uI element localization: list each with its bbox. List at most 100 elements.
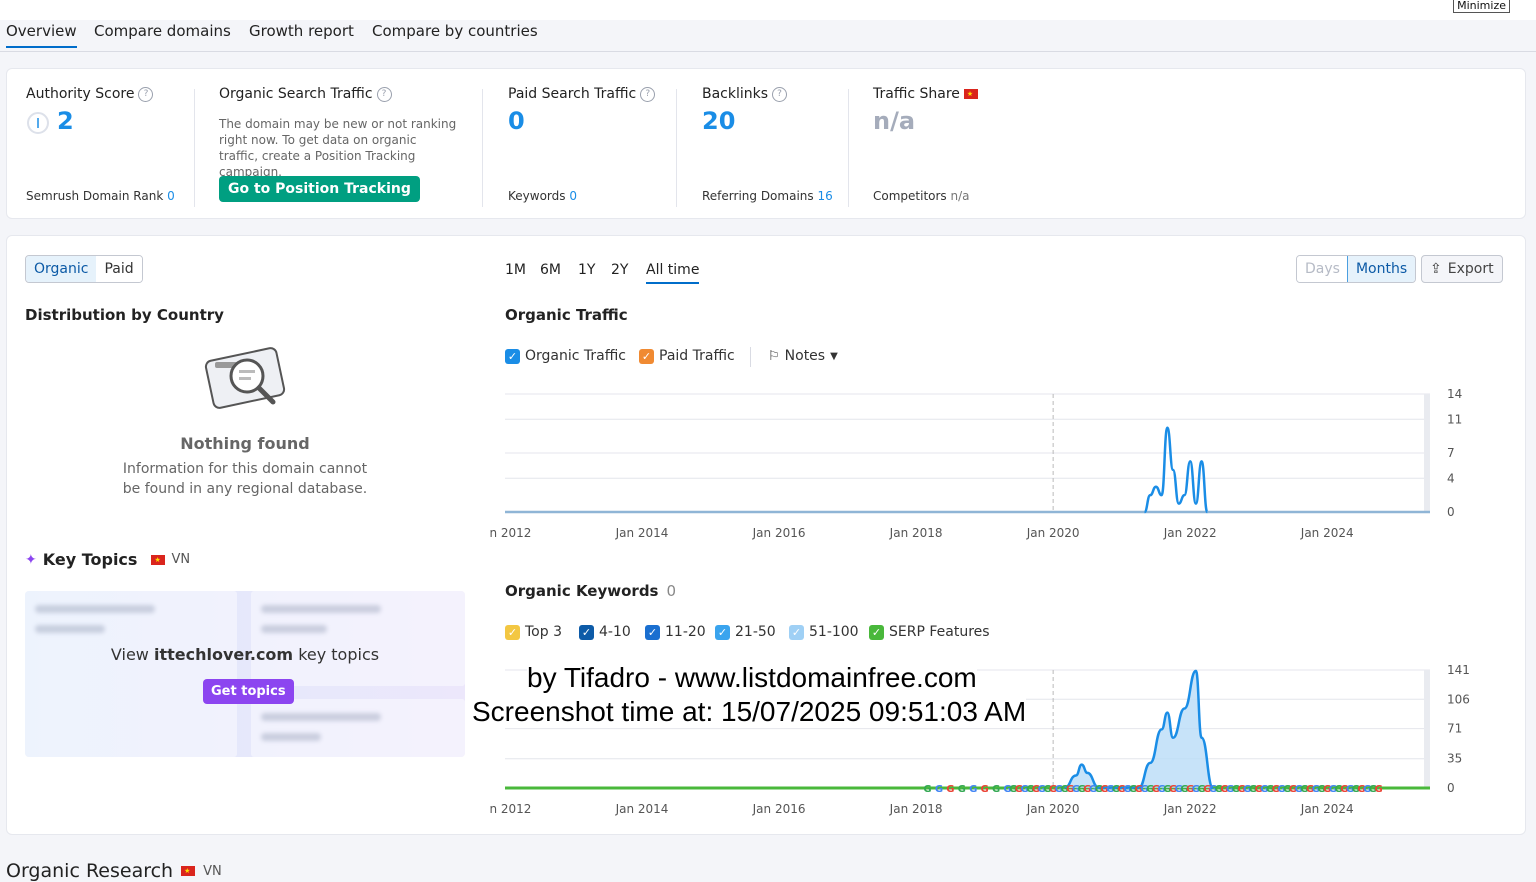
tab-compare-by-countries[interactable]: Compare by countries [372, 22, 538, 40]
serp-feature-marker[interactable]: G [1180, 784, 1188, 795]
serp-feature-marker[interactable]: G [1009, 784, 1017, 795]
serp-feature-marker[interactable]: G [1095, 784, 1103, 795]
toggle-paid[interactable]: Paid [96, 256, 142, 282]
serp-feature-marker[interactable]: G [1072, 784, 1080, 795]
serp-feature-marker[interactable]: G [1306, 784, 1314, 795]
serp-feature-marker[interactable]: G [992, 784, 1000, 795]
legend-organic-traffic[interactable]: ✓ Organic Traffic [505, 348, 626, 364]
serp-feature-marker[interactable]: G [1135, 784, 1143, 795]
serp-feature-marker[interactable]: G [1352, 784, 1360, 795]
serp-feature-marker[interactable]: G [1289, 784, 1297, 795]
serp-feature-marker[interactable]: G [1363, 784, 1371, 795]
serp-feature-marker[interactable]: G [1197, 784, 1205, 795]
serp-feature-marker[interactable]: G [1100, 784, 1108, 795]
serp-feature-marker[interactable]: G [1043, 784, 1051, 795]
serp-feature-marker[interactable]: G [1340, 784, 1348, 795]
serp-feature-marker[interactable]: G [958, 784, 966, 795]
serp-feature-marker[interactable]: G [923, 784, 931, 795]
go-to-position-tracking-button[interactable]: Go to Position Tracking [219, 176, 420, 202]
tab-compare-domains[interactable]: Compare domains [94, 22, 231, 40]
serp-feature-marker[interactable]: G [1317, 784, 1325, 795]
info-icon[interactable]: ? [772, 86, 788, 102]
notes-dropdown[interactable]: ⚐ Notes ▼ [768, 348, 838, 364]
semrush-rank-value[interactable]: 0 [167, 189, 175, 203]
toggle-organic[interactable]: Organic [25, 256, 98, 282]
legend-51-100[interactable]: ✓ 51-100 [789, 624, 859, 640]
serp-feature-marker[interactable]: G [1237, 784, 1245, 795]
period-1m[interactable]: 1M [505, 262, 526, 278]
serp-feature-marker[interactable]: G [1312, 784, 1320, 795]
paid-traffic-value[interactable]: 0 [508, 107, 525, 135]
serp-feature-marker[interactable]: G [1323, 784, 1331, 795]
serp-feature-marker[interactable]: G [1066, 784, 1074, 795]
serp-feature-marker[interactable]: G [1369, 784, 1377, 795]
serp-feature-marker[interactable]: G [1295, 784, 1303, 795]
serp-feature-marker[interactable]: G [1300, 784, 1308, 795]
serp-feature-marker[interactable]: G [1283, 784, 1291, 795]
serp-feature-marker[interactable]: G [946, 784, 954, 795]
minimize-button[interactable]: Minimize [1453, 0, 1510, 13]
legend-11-20[interactable]: ✓ 11-20 [645, 624, 706, 640]
legend-top3[interactable]: ✓ Top 3 [505, 624, 562, 640]
serp-feature-marker[interactable]: G [1032, 784, 1040, 795]
serp-feature-marker[interactable]: G [1277, 784, 1285, 795]
serp-feature-marker[interactable]: G [1083, 784, 1091, 795]
serp-feature-marker[interactable]: G [981, 784, 989, 795]
serp-feature-marker[interactable]: G [1112, 784, 1120, 795]
serp-feature-marker[interactable]: G [1152, 784, 1160, 795]
serp-feature-marker[interactable]: G [1020, 784, 1028, 795]
serp-feature-marker[interactable]: G [1003, 784, 1011, 795]
serp-feature-marker[interactable]: G [1175, 784, 1183, 795]
info-icon[interactable]: ? [640, 86, 656, 102]
serp-feature-marker[interactable]: G [1089, 784, 1097, 795]
legend-serp-features[interactable]: ✓ SERP Features [869, 624, 990, 640]
toggle-months[interactable]: Months [1346, 256, 1416, 282]
serp-feature-marker[interactable]: G [969, 784, 977, 795]
backlinks-value[interactable]: 20 [702, 107, 736, 135]
serp-feature-marker[interactable]: G [1118, 784, 1126, 795]
serp-feature-marker[interactable]: G [1192, 784, 1200, 795]
serp-feature-marker[interactable]: G [1123, 784, 1131, 795]
serp-feature-marker[interactable]: G [1220, 784, 1228, 795]
period-2y[interactable]: 2Y [611, 262, 629, 278]
serp-feature-marker[interactable]: G [1169, 784, 1177, 795]
serp-feature-marker[interactable]: G [1266, 784, 1274, 795]
serp-feature-marker[interactable]: G [1203, 784, 1211, 795]
serp-feature-marker[interactable]: G [1186, 784, 1194, 795]
serp-feature-marker[interactable]: G [1232, 784, 1240, 795]
paid-keywords-value[interactable]: 0 [569, 189, 577, 203]
period-6m[interactable]: 6M [540, 262, 561, 278]
serp-feature-marker[interactable]: G [1272, 784, 1280, 795]
info-icon[interactable]: ? [376, 86, 392, 102]
serp-feature-marker[interactable]: G [1106, 784, 1114, 795]
serp-feature-marker[interactable]: G [1329, 784, 1337, 795]
tab-growth-report[interactable]: Growth report [249, 22, 354, 40]
serp-feature-marker[interactable]: G [1060, 784, 1068, 795]
serp-feature-marker[interactable]: G [1255, 784, 1263, 795]
serp-feature-marker[interactable]: G [1146, 784, 1154, 795]
serp-feature-marker[interactable]: G [1215, 784, 1223, 795]
legend-4-10[interactable]: ✓ 4-10 [579, 624, 631, 640]
serp-feature-marker[interactable]: G [1375, 784, 1383, 795]
serp-feature-marker[interactable]: G [1049, 784, 1057, 795]
period-all-time[interactable]: All time [646, 262, 700, 284]
tab-overview[interactable]: Overview [6, 22, 77, 48]
serp-feature-marker[interactable]: G [1163, 784, 1171, 795]
serp-feature-marker[interactable]: G [1346, 784, 1354, 795]
referring-domains-value[interactable]: 16 [817, 189, 833, 203]
serp-feature-marker[interactable]: G [1038, 784, 1046, 795]
serp-feature-marker[interactable]: G [1335, 784, 1343, 795]
serp-feature-marker[interactable]: G [1357, 784, 1365, 795]
serp-feature-marker[interactable]: G [1078, 784, 1086, 795]
serp-feature-marker[interactable]: G [1260, 784, 1268, 795]
serp-feature-marker[interactable]: G [1129, 784, 1137, 795]
serp-feature-marker[interactable]: G [1226, 784, 1234, 795]
serp-feature-marker[interactable]: G [1243, 784, 1251, 795]
serp-feature-marker[interactable]: G [1158, 784, 1166, 795]
serp-feature-marker[interactable]: G [1249, 784, 1257, 795]
serp-feature-marker[interactable]: G [1140, 784, 1148, 795]
toggle-days[interactable]: Days [1297, 256, 1348, 282]
serp-feature-marker[interactable]: G [1055, 784, 1063, 795]
legend-21-50[interactable]: ✓ 21-50 [715, 624, 776, 640]
serp-feature-marker[interactable]: G [1209, 784, 1217, 795]
